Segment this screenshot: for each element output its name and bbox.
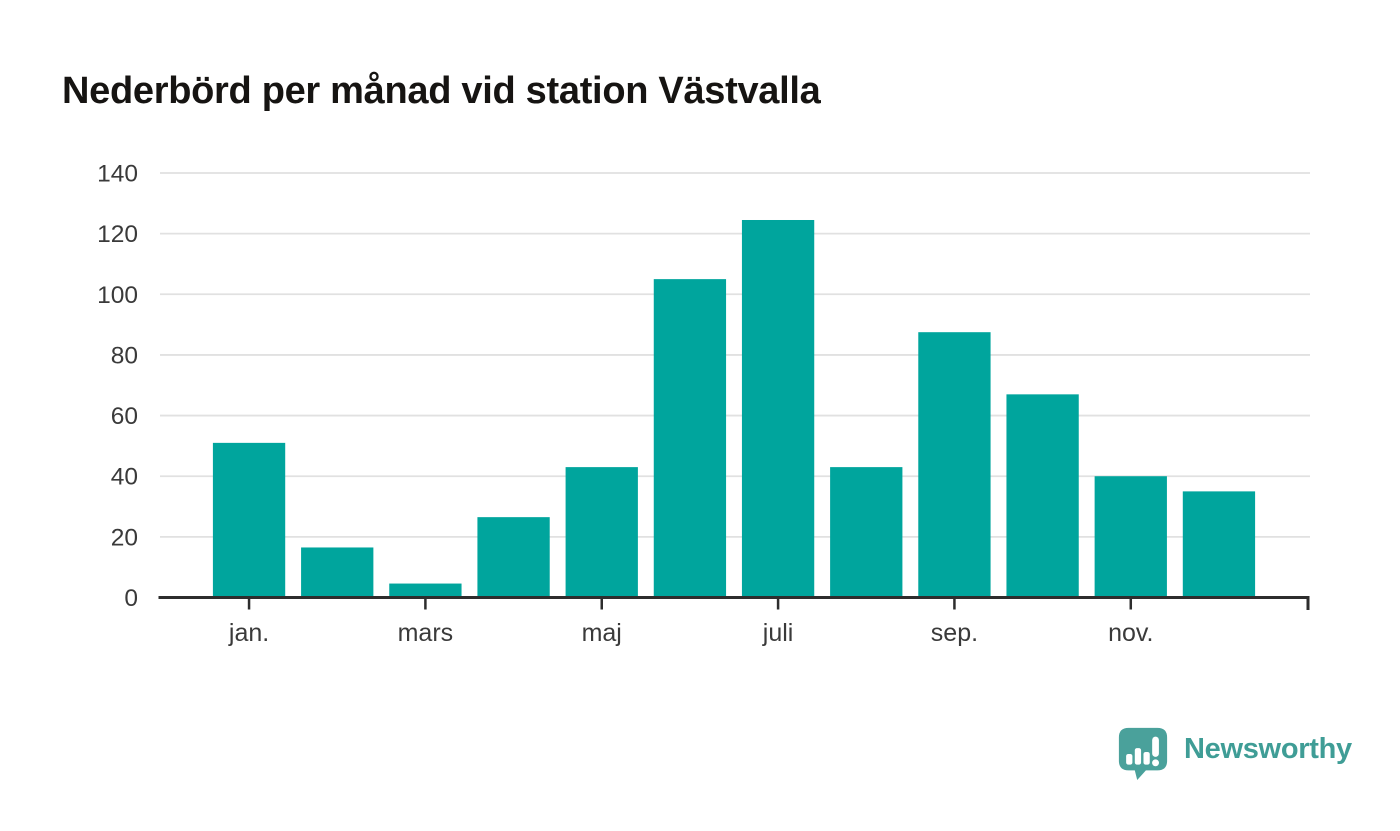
x-axis-tick-label: maj [582, 619, 622, 647]
bar-okt. [1006, 394, 1079, 598]
bar-juni [653, 279, 727, 598]
bar-sep. [918, 332, 991, 598]
y-axis-tick-label: 80 [111, 342, 138, 369]
newsworthy-logo: Newsworthy [1116, 724, 1352, 782]
x-axis-tick-label: sep. [931, 619, 978, 647]
bar-jan. [212, 442, 286, 598]
bar-feb. [301, 547, 374, 598]
bar-aug. [830, 467, 903, 598]
x-axis-tick-label: jan. [228, 619, 269, 647]
y-axis-tick-label: 100 [97, 282, 138, 309]
y-axis-tick-label: 20 [111, 524, 138, 551]
newsworthy-logo-text: Newsworthy [1184, 732, 1352, 765]
newsworthy-badge-icon [1118, 727, 1168, 780]
bar-maj [565, 467, 638, 598]
x-axis-tick-label: mars [398, 619, 454, 647]
bar-nov. [1094, 476, 1167, 598]
x-axis-tick-label: nov. [1108, 619, 1153, 647]
chart-title: Nederbörd per månad vid station Västvall… [62, 70, 821, 112]
bar-mars [389, 583, 462, 598]
y-axis-tick-label: 40 [111, 464, 138, 491]
y-axis-tick-label: 140 [97, 161, 138, 188]
bar-apr. [477, 517, 550, 598]
y-axis-tick-label: 120 [97, 221, 138, 248]
bar-juli [741, 219, 815, 598]
y-axis-tick-label: 60 [111, 403, 138, 430]
bar-dec. [1182, 491, 1256, 598]
x-axis-tick-label: juli [762, 619, 794, 647]
y-axis-tick-label: 0 [124, 585, 138, 612]
